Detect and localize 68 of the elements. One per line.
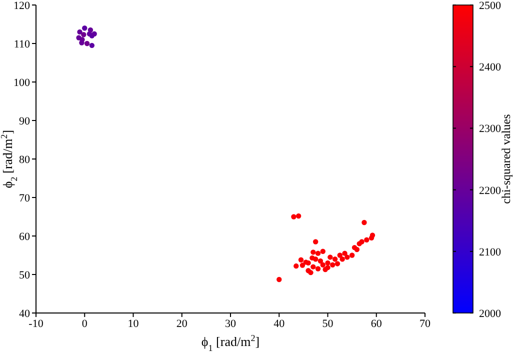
x-axis-title: ϕ$_{1}$ [rad/m$^{2}$] [201,333,260,353]
x-tick-label: 10 [128,318,140,330]
color-bar-label: 2300 [479,123,502,136]
point [312,239,318,244]
point [332,256,338,262]
point [84,40,90,46]
point [320,248,326,254]
y-tick-label: 60 [19,230,30,243]
point [370,232,376,238]
point [334,261,340,266]
point [354,246,360,252]
point [276,276,282,282]
point [362,220,367,226]
color-bar-label: 2100 [479,246,502,258]
point [82,26,88,31]
y-tick-label: 120 [14,0,30,12]
point [294,263,299,269]
x-tick-label: 60 [370,318,382,330]
point [296,213,302,219]
point [364,237,370,242]
point [344,254,350,260]
point [88,27,94,33]
color-bar-label: 2500 [479,0,502,12]
point [340,256,345,262]
x-tick-label: 50 [322,318,334,330]
point [359,239,364,244]
x-tick-label: 0 [82,318,88,330]
point [89,42,95,48]
point [342,250,348,256]
color-bar-label: 2000 [479,308,502,320]
color-bar-label: 2400 [479,62,502,74]
point [337,252,343,258]
y-tick-label: 40 [19,308,30,320]
color-bar-label: 2200 [479,184,502,197]
point [79,40,84,46]
point [308,270,314,276]
color-bar-title: chi-squared values [499,114,513,204]
point [310,250,316,255]
point [315,266,321,272]
x-tick-label: -10 [28,318,44,330]
point [310,264,316,270]
y-tick-label: 70 [19,192,30,204]
point [330,262,336,268]
point [77,29,82,35]
y-tick-label: 100 [14,76,30,89]
point [328,254,333,260]
point [81,32,86,38]
point [291,214,296,220]
y-tick-label: 80 [19,154,30,166]
point [310,255,315,261]
point [306,260,311,266]
x-tick-label: 40 [274,318,286,330]
point [315,250,321,256]
y-tick-label: 50 [19,269,30,282]
point [300,262,306,268]
point [349,252,355,258]
x-tick-label: 70 [420,318,431,330]
y-tick-label: 110 [14,38,30,50]
point [325,260,330,266]
point [325,264,330,270]
x-tick-label: 30 [225,318,236,330]
point [320,262,326,268]
point [318,258,324,264]
point [76,35,82,40]
point [92,31,97,36]
point [298,257,304,262]
x-tick-label: 20 [176,318,188,330]
y-tick-label: 90 [19,115,30,128]
